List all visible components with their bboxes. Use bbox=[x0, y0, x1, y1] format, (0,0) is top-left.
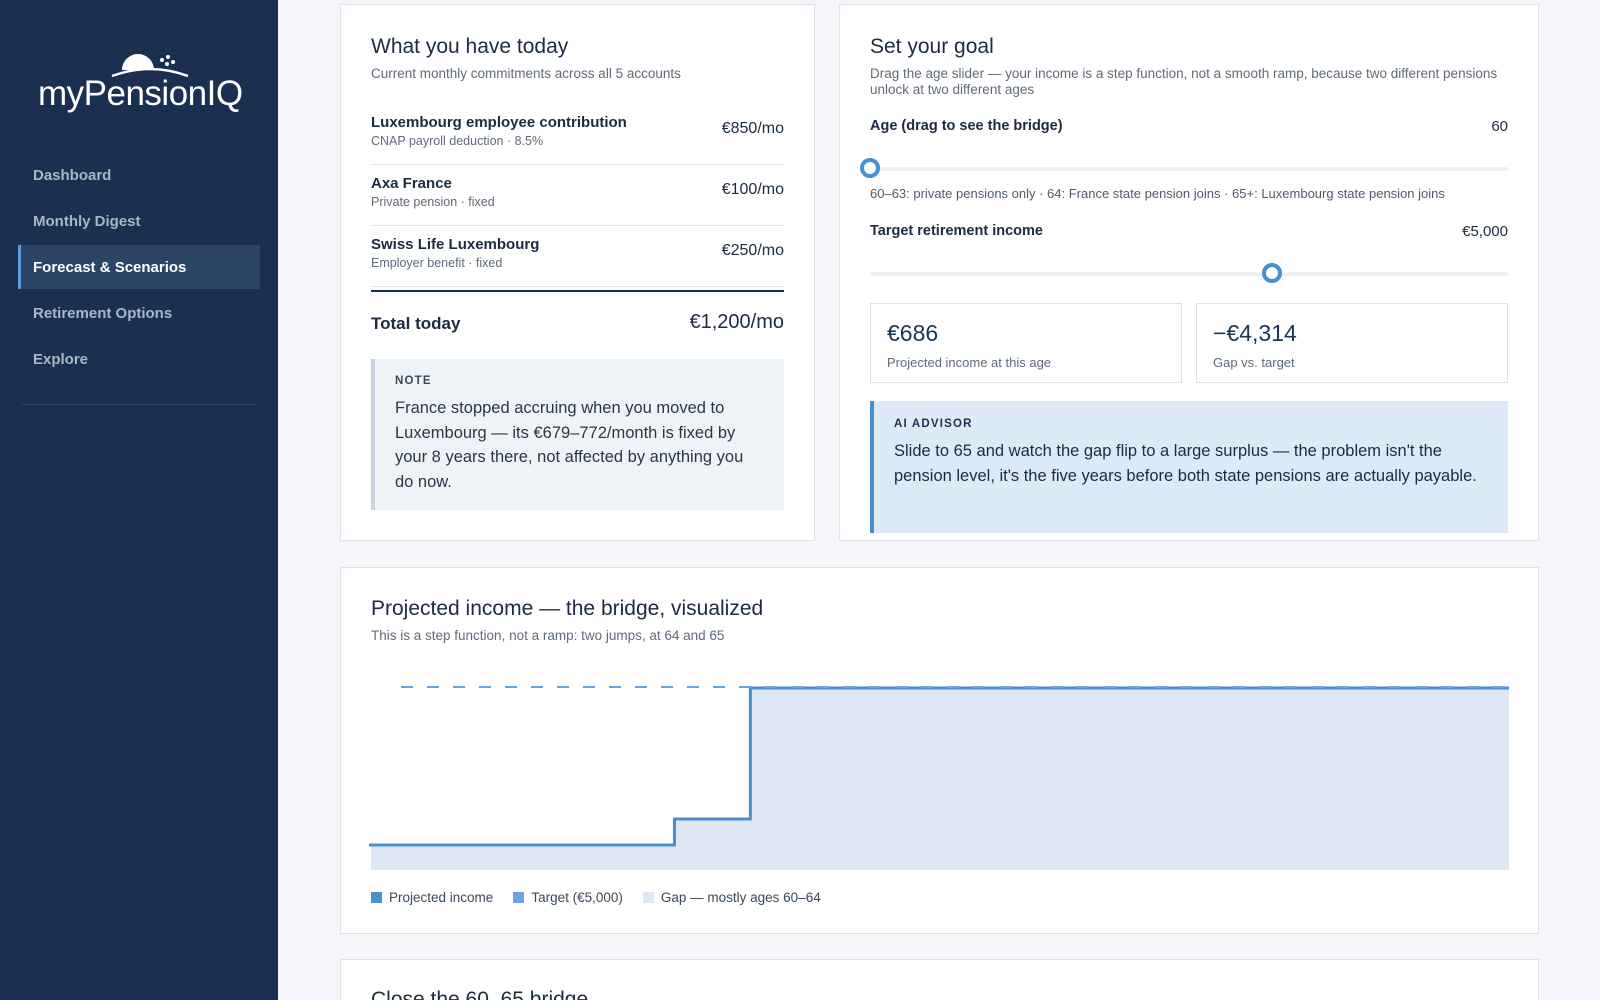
income-chart bbox=[369, 686, 1509, 870]
income-slider-label: Target retirement income bbox=[870, 223, 1043, 239]
bridge-card: Close the 60–65 bridge bbox=[340, 959, 1539, 1000]
total-amount: €1,200/mo bbox=[689, 311, 784, 333]
legend-swatch bbox=[642, 892, 654, 903]
note-text: France stopped accruing when you moved t… bbox=[395, 399, 744, 491]
note-box: NOTE France stopped accruing when you mo… bbox=[371, 359, 784, 510]
commitment-row: Swiss Life Luxembourg Employer benefit ·… bbox=[371, 226, 784, 287]
ai-advisor-label: AI ADVISOR bbox=[894, 418, 973, 430]
sidebar-item-dashboard[interactable]: Dashboard bbox=[33, 166, 112, 184]
commitment-detail: CNAP payroll deduction · 8.5% bbox=[371, 134, 544, 148]
commitment-amount: €100/mo bbox=[721, 181, 784, 198]
commitment-amount: €250/mo bbox=[721, 242, 784, 259]
chart-title: Projected income — the bridge, visualize… bbox=[371, 597, 764, 620]
bridge-title: Close the 60–65 bridge bbox=[371, 988, 589, 1000]
above-income-area bbox=[371, 688, 1509, 846]
total-row: Total today €1,200/mo bbox=[371, 290, 784, 354]
sidebar-nav: Dashboard Monthly Digest Forecast & Scen… bbox=[18, 153, 260, 383]
stat-row: €686 Projected income at this age −€4,31… bbox=[870, 303, 1508, 383]
gap-stat: −€4,314 Gap vs. target bbox=[1196, 303, 1508, 383]
income-slider[interactable] bbox=[870, 263, 1508, 283]
chart-card: Projected income — the bridge, visualize… bbox=[340, 567, 1539, 934]
ai-advisor-text: Slide to 65 and watch the gap flip to a … bbox=[894, 442, 1477, 485]
commitment-name: Luxembourg employee contribution bbox=[371, 114, 627, 131]
legend-item-projected: Projected income bbox=[371, 890, 493, 905]
commitment-list: Luxembourg employee contribution CNAP pa… bbox=[371, 104, 784, 287]
commitment-row: Axa France Private pension · fixed €100/… bbox=[371, 165, 784, 226]
total-label: Total today bbox=[371, 314, 461, 333]
income-slider-value: €5,000 bbox=[1462, 223, 1508, 240]
today-card: What you have today Current monthly comm… bbox=[340, 4, 815, 541]
sidebar-item-explore[interactable]: Explore bbox=[33, 350, 89, 368]
sidebar: myPensionIQ Dashboard Monthly Digest For… bbox=[0, 0, 278, 1000]
commitment-name: Axa France bbox=[371, 175, 452, 192]
chart-subtitle: This is a step function, not a ramp: two… bbox=[371, 628, 725, 643]
income-slider-header: Target retirement income €5,000 bbox=[870, 223, 1508, 243]
legend-item-target: Target (€5,000) bbox=[513, 890, 623, 905]
age-slider-thumb[interactable] bbox=[860, 158, 880, 178]
legend-label: Gap — mostly ages 60–64 bbox=[660, 890, 821, 905]
legend-swatch bbox=[371, 892, 382, 903]
legend-swatch bbox=[513, 892, 525, 903]
today-title: What you have today bbox=[371, 35, 569, 58]
gap-value: −€4,314 bbox=[1213, 320, 1297, 346]
projected-income-value: €686 bbox=[887, 320, 939, 346]
sidebar-item-monthly-digest[interactable]: Monthly Digest bbox=[33, 212, 141, 230]
age-slider-label: Age (drag to see the bridge) bbox=[870, 118, 1063, 134]
age-slider-header: Age (drag to see the bridge) 60 bbox=[870, 118, 1508, 138]
legend-item-gap: Gap — mostly ages 60–64 bbox=[642, 890, 821, 905]
sidebar-divider bbox=[22, 404, 256, 405]
goal-subtitle: Drag the age slider — your income is a s… bbox=[870, 66, 1498, 97]
sidebar-item-forecast-scenarios[interactable]: Forecast & Scenarios bbox=[18, 245, 260, 289]
commitment-detail: Employer benefit · fixed bbox=[371, 256, 503, 270]
legend-label: Projected income bbox=[389, 890, 494, 905]
chart-legend: Projected income Target (€5,000) Gap — m… bbox=[371, 890, 821, 905]
income-slider-thumb[interactable] bbox=[1261, 263, 1282, 283]
sunrise-logo-icon bbox=[111, 54, 189, 78]
gap-label: Gap vs. target bbox=[1213, 355, 1295, 370]
projected-income-label: Projected income at this age bbox=[887, 355, 1052, 370]
sidebar-item-retirement-options[interactable]: Retirement Options bbox=[33, 304, 173, 322]
legend-label: Target (€5,000) bbox=[531, 890, 623, 905]
age-slider[interactable] bbox=[860, 158, 1508, 178]
commitment-row: Luxembourg employee contribution CNAP pa… bbox=[371, 104, 784, 165]
logo[interactable]: myPensionIQ bbox=[38, 40, 248, 114]
commitment-name: Swiss Life Luxembourg bbox=[371, 236, 540, 253]
logo-text: myPensionIQ bbox=[38, 74, 243, 113]
commitment-amount: €850/mo bbox=[721, 120, 784, 137]
goal-card: Set your goal Drag the age slider — your… bbox=[839, 4, 1539, 541]
projected-income-stat: €686 Projected income at this age bbox=[870, 303, 1182, 383]
today-subtitle: Current monthly commitments across all 5… bbox=[371, 66, 681, 81]
note-label: NOTE bbox=[395, 375, 432, 387]
ai-advisor-box: AI ADVISOR Slide to 65 and watch the gap… bbox=[870, 401, 1508, 533]
age-slider-value: 60 bbox=[1491, 118, 1508, 135]
commitment-detail: Private pension · fixed bbox=[371, 195, 495, 209]
goal-title: Set your goal bbox=[870, 35, 994, 58]
age-slider-hint: 60–63: private pensions only · 64: Franc… bbox=[870, 186, 1445, 201]
